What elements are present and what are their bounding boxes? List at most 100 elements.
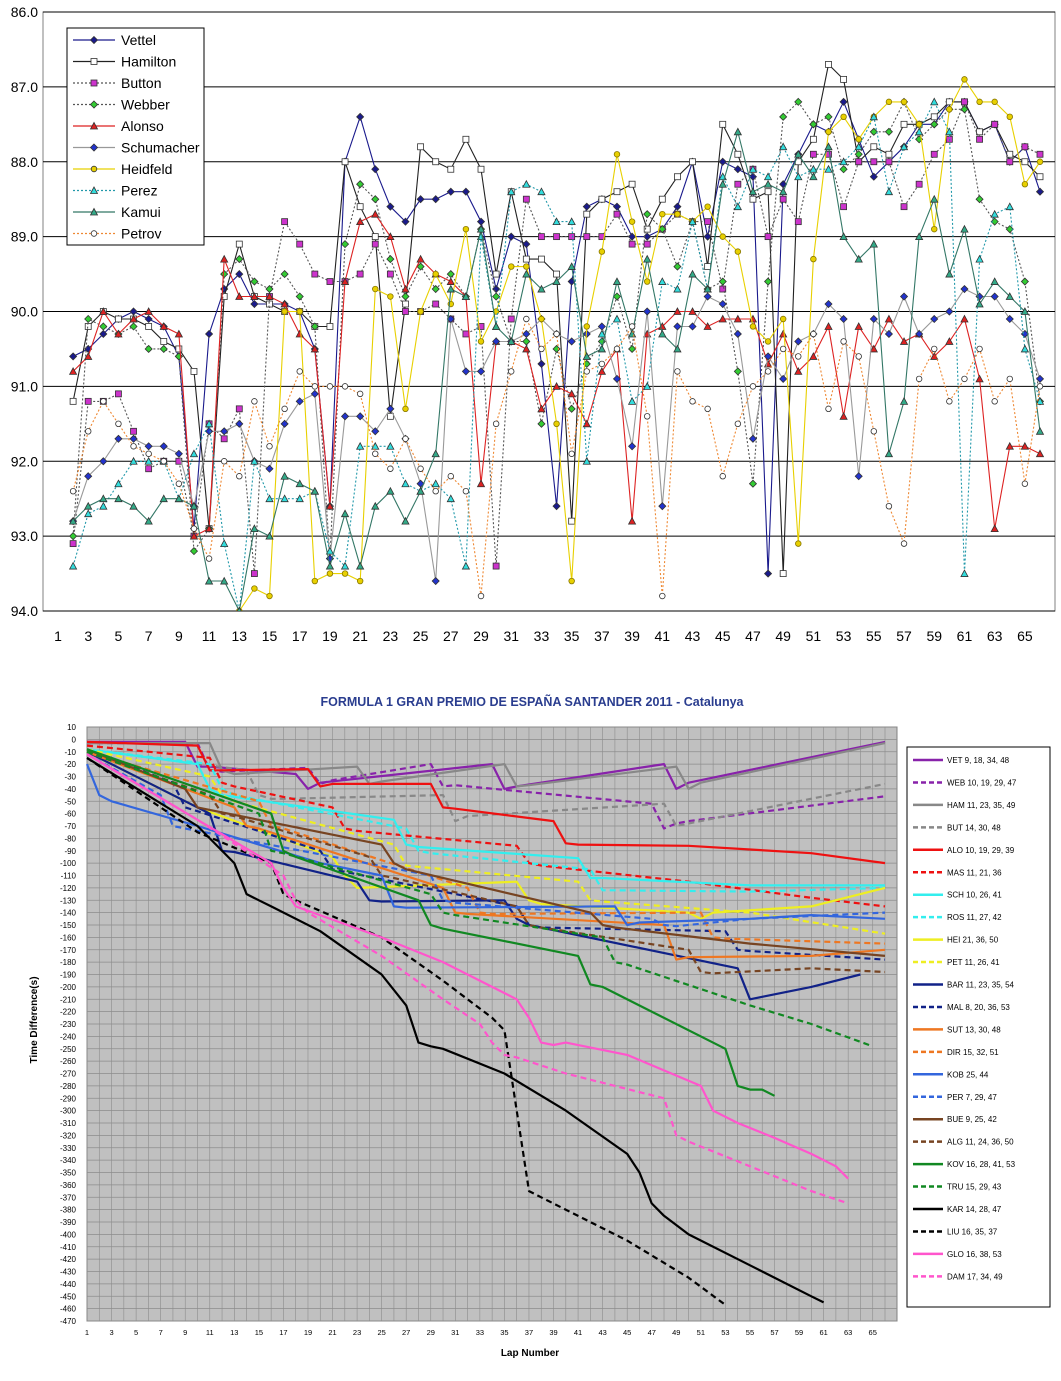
legend-marker xyxy=(89,35,99,45)
x-tick-label: 5 xyxy=(115,628,123,644)
legend-label: SCH 10, 26, 41 xyxy=(947,891,1002,900)
data-point xyxy=(763,172,773,181)
data-point xyxy=(266,443,273,450)
data-point xyxy=(719,285,727,293)
data-point xyxy=(1021,480,1029,487)
data-point xyxy=(250,277,259,286)
data-point xyxy=(869,172,878,181)
x-tick-label: 59 xyxy=(795,1328,803,1337)
data-point xyxy=(115,420,122,428)
data-point xyxy=(960,224,969,233)
legend-label: SUT 13, 30, 48 xyxy=(947,1025,1001,1034)
data-point xyxy=(431,479,440,488)
data-point xyxy=(643,225,651,233)
legend-label: Perez xyxy=(121,183,158,199)
legend-item: KOB 25, 44 xyxy=(913,1070,989,1079)
data-point xyxy=(582,456,591,465)
legend-item: GLO 16, 38, 53 xyxy=(913,1250,1002,1259)
data-point xyxy=(704,263,712,270)
data-point xyxy=(583,233,591,241)
data-point xyxy=(930,97,939,106)
data-point xyxy=(174,494,184,503)
data-point xyxy=(280,299,289,308)
data-point xyxy=(130,443,137,450)
legend-label: Hamilton xyxy=(121,54,176,70)
series-sut xyxy=(86,750,886,961)
data-point xyxy=(69,352,78,361)
data-point xyxy=(884,127,893,136)
data-point xyxy=(704,218,712,226)
data-point xyxy=(492,420,500,428)
legend-label: BUT 14, 30, 48 xyxy=(947,823,1001,832)
y-tick-label: -120 xyxy=(60,884,77,893)
data-point xyxy=(612,292,622,301)
x-tick-label: 39 xyxy=(624,628,640,644)
data-point xyxy=(582,352,591,360)
y-tick-label: -70 xyxy=(64,822,76,831)
data-point xyxy=(1005,441,1014,450)
x-tick-label: 31 xyxy=(451,1328,459,1337)
y-tick-label: -380 xyxy=(60,1206,77,1215)
legend-label: Kamui xyxy=(121,204,161,220)
data-point xyxy=(764,233,772,241)
data-point xyxy=(417,308,424,315)
data-point xyxy=(824,299,833,309)
x-tick-label: 15 xyxy=(255,1328,263,1337)
data-point xyxy=(688,217,697,226)
y-tick-label: 87.0 xyxy=(11,79,38,95)
data-point xyxy=(507,187,516,196)
data-point xyxy=(914,232,924,241)
data-point xyxy=(447,473,454,480)
data-point xyxy=(612,202,622,211)
data-point xyxy=(371,209,380,218)
y-tick-label: -190 xyxy=(60,971,77,980)
x-tick-label: 7 xyxy=(159,1328,163,1337)
data-point xyxy=(840,203,847,211)
data-point xyxy=(265,531,274,540)
data-point xyxy=(417,465,424,472)
data-point xyxy=(114,434,123,443)
data-point xyxy=(795,353,802,360)
data-point xyxy=(204,576,214,585)
x-tick-label: 35 xyxy=(500,1328,508,1337)
legend-box xyxy=(66,27,205,246)
data-point xyxy=(476,367,486,376)
data-point xyxy=(356,203,364,211)
data-point xyxy=(568,233,576,241)
data-point xyxy=(809,150,817,158)
data-point xyxy=(763,277,773,286)
data-point xyxy=(552,502,561,511)
gap-chart-x-axis-ticks: 1 3 5 7 9 11 13 15 17 19 21 23 25 27 29 31 33 35 37 39 41 43 4… xyxy=(85,1328,877,1337)
x-tick-label: 49 xyxy=(775,628,791,644)
data-point xyxy=(537,404,546,413)
data-point xyxy=(160,338,168,345)
data-point xyxy=(402,405,409,413)
x-tick-label: 35 xyxy=(564,628,580,644)
data-point xyxy=(431,449,440,458)
data-point xyxy=(612,314,622,323)
data-point xyxy=(991,398,998,405)
data-point xyxy=(703,322,712,330)
data-point xyxy=(810,330,817,338)
y-tick-label: -80 xyxy=(64,834,76,843)
x-tick-label: 63 xyxy=(987,628,1003,644)
data-point xyxy=(402,308,409,315)
data-point xyxy=(355,561,365,570)
y-tick-label: -400 xyxy=(60,1230,77,1239)
data-point xyxy=(961,98,968,106)
x-tick-label: 49 xyxy=(672,1328,680,1337)
data-point xyxy=(476,224,486,233)
data-point xyxy=(628,218,636,225)
data-point xyxy=(236,606,242,611)
data-point xyxy=(960,569,969,577)
data-point xyxy=(538,345,545,353)
data-point xyxy=(1036,150,1044,158)
data-point xyxy=(266,300,273,308)
data-point xyxy=(296,308,303,315)
data-point xyxy=(205,329,214,339)
x-tick-label: 1 xyxy=(85,1328,89,1337)
x-tick-label: 21 xyxy=(352,628,368,644)
data-point xyxy=(809,135,817,143)
data-point xyxy=(628,232,637,241)
x-tick-label: 5 xyxy=(134,1328,138,1337)
